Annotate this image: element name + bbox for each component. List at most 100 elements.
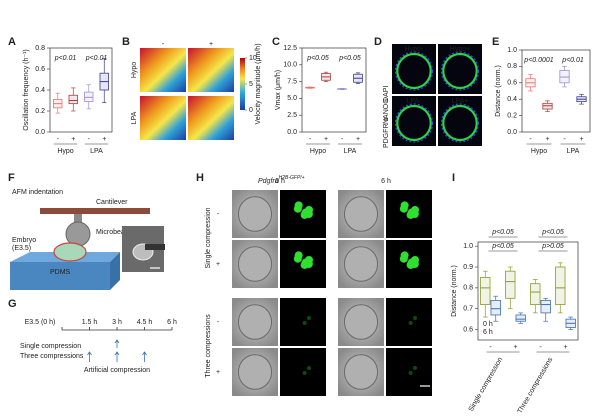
group-label: LPA [567,148,580,155]
p-value: p<0.05 [541,229,564,236]
x-tick-label: - [489,344,492,351]
embryo [237,196,273,232]
gfp-nucleus [294,201,303,210]
gfp-nucleus [302,370,307,375]
x-tick-label: - [563,136,566,143]
box [530,283,541,305]
nuclei [440,103,480,143]
y-tick-label: 0.0 [507,129,517,136]
panel-letter: B [122,36,130,48]
box [84,91,94,102]
y-axis-label: Oscillation frequency (h⁻¹) [23,49,30,131]
embryo [343,196,379,232]
embryo-outline [442,104,478,142]
x-tick-label: + [563,344,567,351]
panel-letter: C [272,36,280,48]
y-tick-label: 0.7 [463,306,473,313]
gfp-nucleus [410,259,419,268]
time-label: E3.5 (0 h) [25,319,56,326]
row-label: Hypo [131,62,138,78]
y-tick-label: 0.9 [463,264,473,271]
gfp-nucleus [304,259,313,268]
x-tick-label: - [88,136,91,143]
panel-letter: E [492,36,499,48]
x-tick-label: + [102,136,106,143]
panel-letter: F [8,172,15,184]
box [490,299,501,316]
time-label: 0 h [275,178,285,185]
box [68,94,78,105]
embryo [237,304,273,340]
gfp-nucleus [304,209,313,218]
treatment-label: + [216,261,220,268]
colorbar-tick-label: 0 [249,107,253,114]
group-label: Hypo [310,148,326,155]
gfp-nucleus [408,320,413,325]
y-tick-label: 0.8 [35,45,45,52]
colorbar-tick-label: 5 [249,81,253,88]
condition-label: Single compression [205,207,212,268]
x-tick-label: - [529,136,532,143]
pdms-side [10,262,110,290]
embryo [343,354,379,390]
protocol-label: Single compression [20,343,81,350]
gfp-nucleus [307,366,311,370]
x-tick-label: - [341,136,344,143]
condition-label: Three compressions [205,314,212,378]
time-label: 3 h [112,319,122,326]
y-tick-label: 0.8 [507,63,517,70]
reporter-label: PdgfraH2B-GFP/+ [258,175,305,185]
reporter-gene: Pdgfra [258,178,279,185]
p-value: p<0.05 [491,243,514,250]
velocity-map [140,48,186,92]
gfp-nucleus [302,320,307,325]
p-value: p<0.05 [338,55,361,62]
y-tick-label: 2.5 [287,112,297,119]
time-label: 6 h [381,178,391,185]
x-tick-label: - [309,136,312,143]
embryo [343,304,379,340]
compression-arrow [114,339,120,348]
y-tick-label: 10.0 [283,62,297,69]
panel-letter: D [374,36,382,48]
fluorescence-image [392,44,436,94]
panel-letter: G [8,298,17,310]
embryo [53,242,87,262]
legend-entry: 6 h [483,329,493,336]
stain-label: NANOG [383,98,390,124]
p-value: p<0.01 [85,55,108,62]
column-label: + [209,41,213,48]
compression-arrow [87,351,92,362]
velocity-map [140,96,186,140]
stain-label: DAPI [383,86,390,102]
nuclei [394,103,434,143]
treatment-label: - [217,211,220,218]
embryo-outline [396,104,432,142]
gfp-nucleus [400,201,409,210]
plot-frame [477,241,579,341]
panel-letter: A [8,36,16,48]
x-tick-label: + [513,344,517,351]
time-label: 4.5 h [137,319,153,326]
nuclei [394,51,434,91]
y-tick-label: 0.2 [507,112,517,119]
embryo [237,354,273,390]
p-value: p<0.01 [54,55,77,62]
group-label: Three compressions [517,356,555,415]
gfp-nucleus [307,316,311,320]
x-tick-label: + [324,136,328,143]
group-label: Hypo [57,148,73,155]
pdms-end [110,252,120,290]
y-tick-label: 0.4 [35,87,45,94]
fluorescence-image [438,96,482,146]
gfp-nucleus [408,370,413,375]
image-label: Hypo+ [450,46,470,53]
y-tick-label: 0.2 [35,108,45,115]
diagram-label: Cantilever [96,199,128,206]
group-label: LPA [90,148,103,155]
nuclei [440,51,480,91]
y-axis-label: Vmax (μm/h) [275,70,282,110]
y-tick-label: 5.0 [287,95,297,102]
box [480,277,491,305]
legend-entry: 0 h [483,321,493,328]
